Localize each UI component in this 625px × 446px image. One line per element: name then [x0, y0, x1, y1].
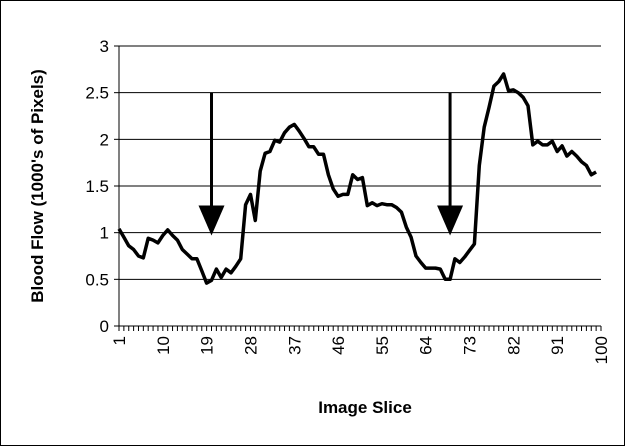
y-tick-labels: 0 0.5 1 1.5 2 2.5 3 [85, 37, 119, 336]
x-tick-label: 91 [548, 336, 567, 355]
y-axis-title: Blood Flow (1000's of Pixels) [28, 69, 47, 303]
x-tick-label: 1 [110, 336, 129, 345]
arrow-head-icon [437, 205, 464, 236]
x-tick-label: 37 [285, 336, 304, 355]
x-tick-labels: 1 10 19 28 37 46 55 64 73 82 91 100 [110, 336, 611, 364]
y-tick-label: 2.5 [85, 84, 109, 103]
y-tick-label: 1 [100, 224, 109, 243]
series-line [117, 72, 597, 285]
x-tick-label: 46 [329, 336, 348, 355]
y-tick-label: 1.5 [85, 177, 109, 196]
x-tick-label: 28 [241, 336, 260, 355]
x-tick-label: 82 [504, 336, 523, 355]
y-tick-label: 3 [100, 37, 109, 56]
y-tick-label: 0.5 [85, 270, 109, 289]
x-ticks [118, 326, 602, 331]
x-tick-label: 100 [592, 336, 611, 364]
x-tick-label: 55 [373, 336, 392, 355]
x-tick-label: 64 [417, 336, 436, 355]
x-tick-label: 10 [154, 336, 173, 355]
arrow-head-icon [198, 205, 225, 236]
gridlines [119, 45, 601, 280]
x-tick-label: 19 [198, 336, 217, 355]
x-axis-title: Image Slice [318, 398, 412, 417]
x-tick-label: 73 [461, 336, 480, 355]
annotations [198, 92, 464, 236]
y-tick-label: 0 [100, 317, 109, 336]
y-tick-label: 2 [100, 130, 109, 149]
